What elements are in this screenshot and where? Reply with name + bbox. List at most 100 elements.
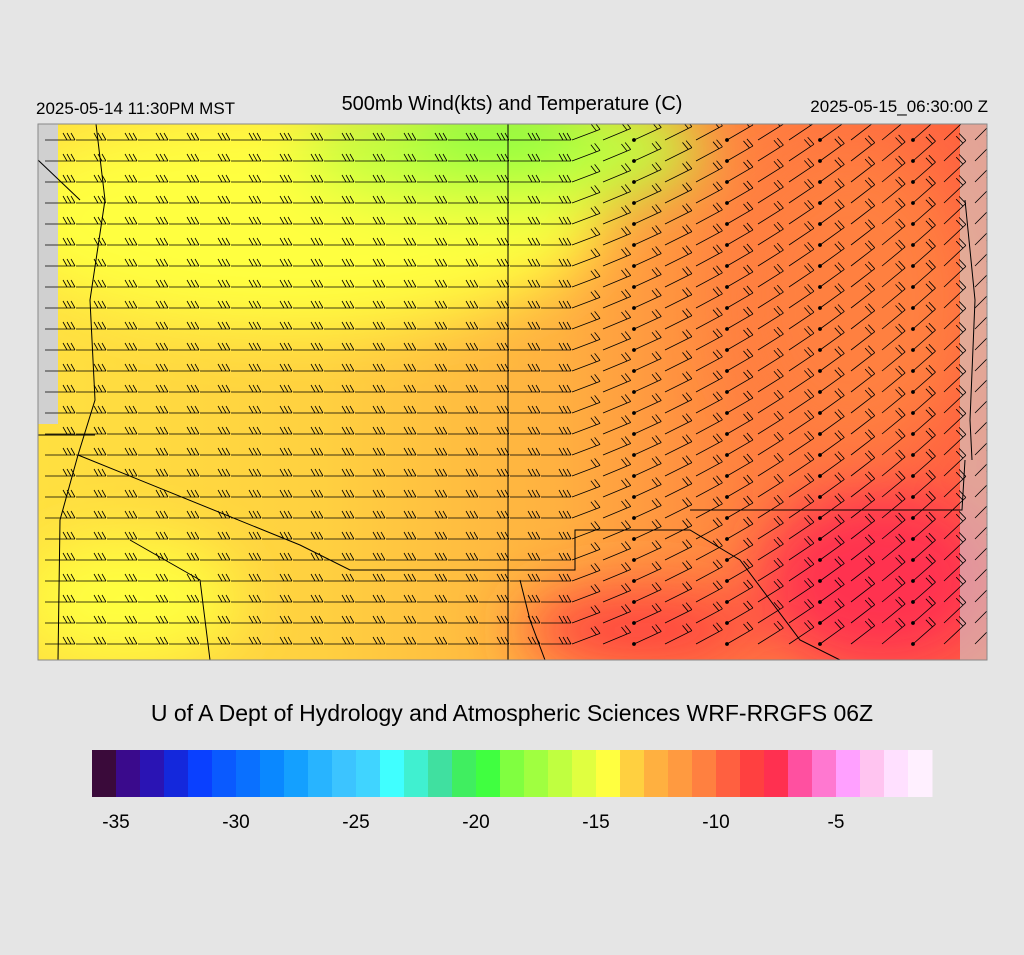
wind-barb: [76, 174, 107, 183]
wind-barb: [293, 573, 324, 582]
wind-barb: [912, 385, 936, 414]
wind-barb: [633, 603, 662, 624]
wind-barb: [571, 124, 601, 141]
wind-barb: [726, 243, 754, 267]
wind-barb: [881, 281, 906, 309]
wind-barb: [571, 164, 601, 183]
wind-barb: [633, 477, 662, 498]
wind-barb: [448, 594, 479, 603]
wind-barb: [850, 492, 876, 519]
wind-barb: [386, 489, 417, 498]
wind-barb: [726, 621, 754, 645]
wind-barb: [510, 300, 541, 309]
wind-barb: [819, 451, 845, 477]
wind-barb: [355, 636, 386, 645]
wind-barb: [695, 391, 723, 414]
valid-utc-time: 2025-05-15_06:30:00 Z: [810, 97, 988, 116]
wind-barb: [695, 286, 723, 309]
wind-barb: [138, 132, 169, 141]
wind-barb: [45, 384, 76, 393]
wind-barb: [417, 426, 448, 435]
wind-barb: [417, 300, 448, 309]
barb-dot: [911, 411, 915, 415]
wind-barb: [479, 153, 510, 162]
wind-barb: [45, 510, 76, 519]
wind-barb: [200, 552, 231, 561]
barb-dot: [818, 579, 822, 583]
colorbar-cell: [812, 750, 837, 797]
colorbar-tick-label: -5: [828, 812, 845, 833]
wind-barb: [819, 430, 845, 456]
wind-barb: [200, 594, 231, 603]
wind-barb: [541, 342, 572, 351]
wind-barb: [138, 153, 169, 162]
wind-barb: [510, 195, 541, 204]
wind-barb: [757, 578, 784, 603]
wind-barb: [571, 353, 601, 372]
barb-dot: [818, 201, 822, 205]
wind-barb: [293, 510, 324, 519]
map-title: 500mb Wind(kts) and Temperature (C): [342, 93, 683, 115]
wind-barb: [726, 474, 754, 498]
wind-barb: [757, 452, 784, 477]
wind-barb: [602, 310, 631, 330]
barb-dot: [725, 621, 729, 625]
wind-barb: [912, 217, 936, 246]
wind-barb: [138, 195, 169, 204]
borders: [38, 124, 976, 660]
barb-dot: [725, 579, 729, 583]
wind-barb: [757, 473, 784, 498]
wind-barb: [695, 622, 723, 645]
wind-barb: [386, 510, 417, 519]
wind-barb: [664, 266, 693, 288]
wind-barb: [262, 552, 293, 561]
wind-barb: [943, 490, 967, 519]
wind-barb: [633, 267, 662, 288]
barb-dot: [818, 474, 822, 478]
wind-barb: [881, 617, 906, 645]
colorbar-cell: [548, 750, 573, 797]
wind-barb: [788, 410, 815, 435]
wind-barb: [541, 300, 572, 309]
wind-barb: [138, 510, 169, 519]
wind-barb: [510, 363, 541, 372]
barb-dot: [818, 159, 822, 163]
barb-dot: [911, 600, 915, 604]
wind-barb: [417, 153, 448, 162]
wind-barb: [695, 475, 723, 498]
colorbar-tick-label: -25: [342, 812, 369, 833]
wind-barb: [169, 132, 200, 141]
wind-barb: [76, 237, 107, 246]
wind-barb: [943, 322, 967, 351]
barb-dot: [818, 222, 822, 226]
wind-barb: [850, 387, 876, 414]
wind-barb: [788, 389, 815, 414]
wind-barb: [757, 494, 784, 519]
wind-barb: [138, 363, 169, 372]
wind-barb: [448, 279, 479, 288]
wind-barb: [788, 158, 815, 183]
wind-barb: [231, 237, 262, 246]
wind-barb: [262, 468, 293, 477]
barb-dot: [632, 222, 636, 226]
wind-barb: [262, 489, 293, 498]
wind-barb: [510, 132, 541, 141]
barb-dot: [725, 495, 729, 499]
barb-dot: [632, 348, 636, 352]
wind-barb: [881, 365, 906, 393]
wind-barb: [912, 595, 936, 624]
wind-barb: [169, 342, 200, 351]
wind-barb: [510, 216, 541, 225]
wind-barb: [200, 531, 231, 540]
wind-barb: [169, 405, 200, 414]
wind-barb: [633, 288, 662, 309]
wind-barb: [510, 342, 541, 351]
wind-barb: [633, 393, 662, 414]
wind-barb: [417, 573, 448, 582]
wind-barb: [76, 342, 107, 351]
wind-barb: [726, 222, 754, 246]
wind-barb: [819, 514, 845, 540]
wind-barb: [571, 542, 601, 561]
colorbar-cell: [884, 750, 909, 797]
wind-barb: [757, 620, 784, 645]
